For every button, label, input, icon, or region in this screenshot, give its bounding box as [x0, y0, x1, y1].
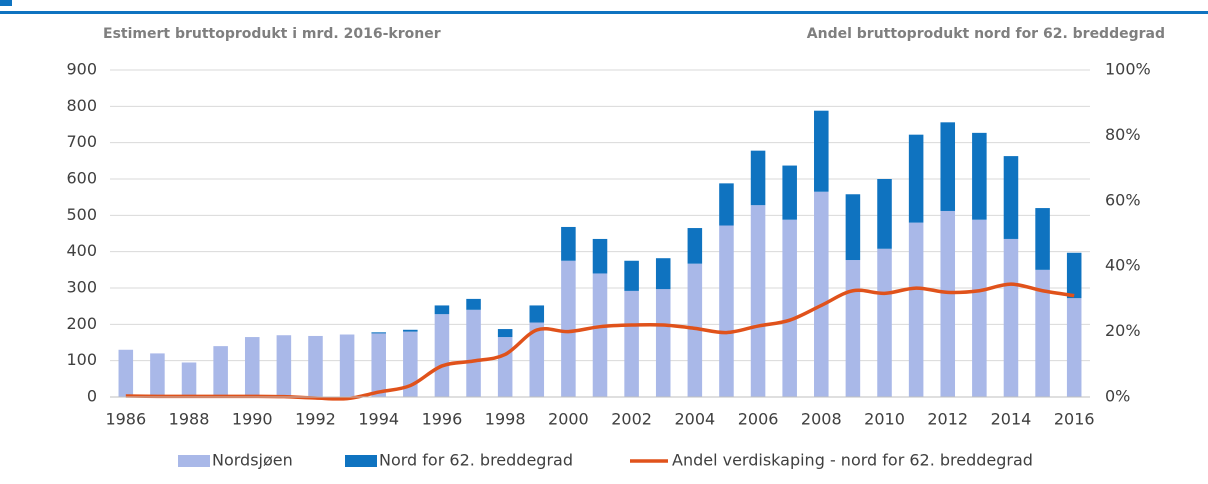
bar: [655, 258, 671, 290]
bar: [782, 165, 797, 220]
bar: [940, 210, 956, 397]
bar: [750, 150, 766, 206]
y-tick-label: 400: [66, 241, 97, 260]
y-tick-label: 800: [66, 96, 97, 115]
bar: [814, 110, 829, 192]
y2-tick-label: 0%: [1105, 387, 1130, 406]
bar: [687, 263, 703, 397]
bar: [561, 260, 576, 397]
bar: [845, 194, 861, 261]
bar: [1066, 252, 1082, 299]
bar: [529, 305, 545, 323]
bar: [434, 305, 450, 315]
bar: [403, 329, 418, 332]
bar: [466, 309, 481, 397]
x-tick-label: 1990: [232, 410, 273, 429]
bar: [877, 248, 892, 397]
x-tick-label: 1996: [422, 410, 463, 429]
x-tick-label: 1992: [295, 410, 336, 429]
bar: [814, 191, 829, 397]
bar: [877, 179, 892, 249]
x-tick-label: 1998: [485, 410, 526, 429]
legend-swatch: [345, 455, 377, 467]
y-tick-label: 500: [66, 205, 97, 224]
bar: [908, 134, 924, 223]
bar: [624, 260, 639, 291]
subtitle-left: Estimert bruttoprodukt i mrd. 2016-krone…: [103, 26, 441, 42]
x-tick-label: 2000: [548, 410, 589, 429]
x-tick-label: 2010: [864, 410, 905, 429]
bar: [529, 322, 545, 397]
x-tick-label: 2012: [927, 410, 968, 429]
y2-tick-label: 60%: [1105, 190, 1141, 209]
x-tick-label: 1986: [105, 410, 146, 429]
x-tick-label: 2008: [801, 410, 842, 429]
bar: [972, 219, 987, 397]
bar: [497, 337, 513, 397]
bar: [497, 329, 513, 338]
bar: [561, 226, 576, 261]
bar: [150, 353, 165, 397]
bar: [371, 333, 386, 397]
bar: [624, 290, 639, 397]
y-tick-label: 100: [66, 350, 97, 369]
x-tick-label: 2004: [674, 410, 715, 429]
y-tick-label: 200: [66, 314, 97, 333]
subtitle-right: Andel bruttoprodukt nord for 62. breddeg…: [807, 26, 1165, 42]
bar: [592, 238, 608, 274]
legend-label: Andel verdiskaping - nord for 62. bredde…: [672, 451, 1033, 470]
bar: [213, 346, 228, 397]
bar: [592, 273, 608, 397]
bar: [908, 222, 924, 397]
bar: [1035, 269, 1050, 397]
bar: [782, 219, 797, 397]
y-tick-label: 600: [66, 169, 97, 188]
bar: [339, 334, 355, 397]
header-mark: [0, 0, 12, 6]
bar: [719, 225, 734, 397]
y2-tick-label: 20%: [1105, 321, 1141, 340]
x-tick-label: 2014: [991, 410, 1032, 429]
bar: [181, 362, 197, 397]
y-tick-label: 0: [87, 387, 97, 406]
x-tick-label: 2002: [611, 410, 652, 429]
legend-label: Nordsjøen: [212, 451, 293, 470]
x-tick-label: 1988: [169, 410, 210, 429]
y2-tick-label: 100%: [1105, 60, 1151, 79]
y-tick-label: 900: [66, 60, 97, 79]
x-tick-label: 1994: [358, 410, 399, 429]
bar: [750, 205, 766, 397]
bar: [655, 289, 671, 397]
bar: [940, 122, 956, 211]
bar: [371, 332, 386, 334]
bar: [1035, 208, 1050, 270]
bar: [308, 335, 323, 397]
y-tick-label: 700: [66, 132, 97, 151]
bar: [434, 314, 450, 397]
bar: [1003, 238, 1019, 397]
header-rule: [0, 11, 1208, 14]
y-tick-label: 300: [66, 278, 97, 297]
bar: [719, 183, 734, 226]
bar: [1066, 298, 1082, 397]
y2-tick-label: 40%: [1105, 256, 1141, 275]
bar: [403, 331, 418, 397]
bar: [466, 298, 481, 310]
bar: [687, 228, 703, 264]
x-tick-label: 2016: [1054, 410, 1095, 429]
y2-tick-label: 80%: [1105, 125, 1141, 144]
bar: [118, 349, 134, 397]
bar: [276, 335, 292, 397]
x-tick-label: 2006: [738, 410, 779, 429]
legend-swatch: [178, 455, 210, 467]
bar: [972, 132, 987, 220]
legend-label: Nord for 62. breddegrad: [379, 451, 573, 470]
bar: [1003, 156, 1019, 239]
bar: [845, 260, 861, 397]
bar: [244, 337, 260, 397]
